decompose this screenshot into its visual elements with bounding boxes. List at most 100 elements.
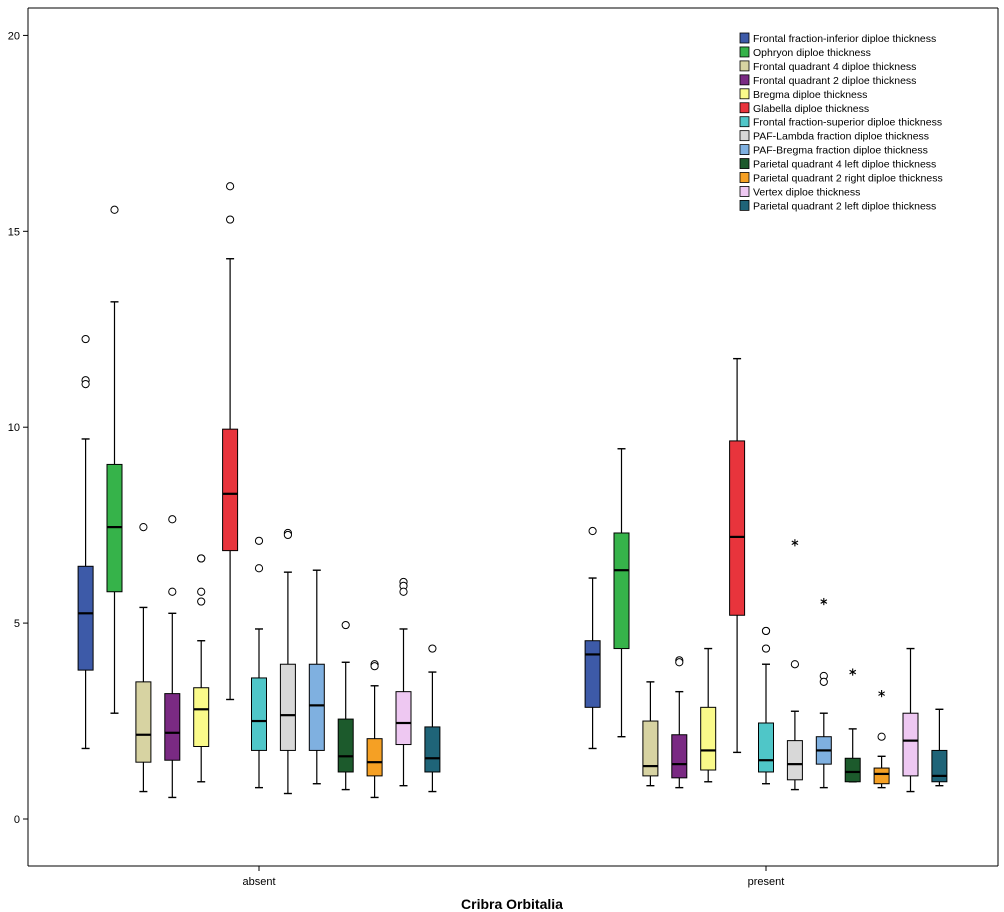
y-tick-label: 15 — [8, 226, 20, 238]
box-iqr — [135, 681, 152, 763]
legend-item: Frontal quadrant 2 diploe thickness — [739, 74, 916, 87]
legend-swatch — [739, 102, 750, 114]
legend-item: Parietal quadrant 4 left diploe thicknes… — [739, 158, 936, 171]
box-iqr — [193, 687, 210, 748]
extreme-point — [820, 597, 828, 606]
box-iqr — [642, 720, 659, 777]
legend-swatch — [739, 199, 750, 211]
legend: Frontal fraction-inferior diploe thickne… — [739, 32, 943, 212]
x-axis-title: Cribra Orbitalia — [461, 896, 563, 912]
box-group — [106, 205, 123, 714]
box-iqr — [366, 738, 383, 777]
outlier-point — [254, 564, 264, 573]
legend-label: Parietal quadrant 2 left diploe thicknes… — [753, 200, 936, 212]
legend-swatch — [739, 88, 750, 100]
legend-item: Ophryon diploe thickness — [739, 46, 871, 59]
outlier-point — [761, 644, 771, 653]
box-group — [700, 647, 717, 783]
legend-label: Frontal quadrant 2 diploe thickness — [753, 75, 916, 87]
box-group — [758, 626, 774, 785]
outlier-point — [675, 658, 684, 667]
box-iqr — [251, 677, 267, 751]
box-iqr — [164, 693, 181, 761]
box-iqr — [671, 734, 688, 779]
outlier-point — [197, 597, 206, 606]
legend-item: PAF-Bregma fraction diploe thickness — [739, 144, 928, 157]
box-group — [395, 577, 412, 787]
box-group — [584, 526, 601, 750]
box-iqr — [395, 691, 412, 746]
legend-swatch — [739, 158, 750, 169]
extreme-point — [791, 539, 799, 547]
axes — [27, 7, 999, 867]
box-group — [308, 569, 325, 785]
outlier-point — [790, 660, 800, 669]
legend-item: PAF-Lambda fraction diploe thickness — [739, 130, 929, 143]
outlier-point — [283, 530, 292, 540]
extreme-stroke — [878, 691, 885, 696]
box-series — [77, 182, 948, 799]
box-iqr — [337, 718, 354, 773]
legend-label: PAF-Bregma fraction diploe thickness — [753, 145, 928, 157]
outlier-point — [399, 587, 408, 596]
legend-label: Parietal quadrant 4 left diploe thicknes… — [753, 159, 936, 171]
outlier-point — [226, 215, 235, 224]
legend-label: Frontal fraction-superior diploe thickne… — [753, 117, 942, 129]
box-group — [902, 647, 919, 793]
legend-swatch — [739, 116, 750, 128]
outlier-point — [81, 380, 90, 389]
box-iqr — [902, 712, 919, 777]
outlier-point — [588, 526, 597, 536]
legend-swatch — [739, 60, 750, 72]
box-iqr — [308, 663, 325, 751]
box-group — [251, 536, 267, 789]
box-group — [613, 448, 630, 738]
extreme-stroke — [849, 669, 857, 675]
box-group — [815, 597, 832, 789]
legend-swatch — [739, 74, 750, 86]
box-group — [366, 660, 383, 799]
box-iqr — [613, 532, 630, 650]
box-iqr — [758, 722, 774, 773]
outlier-point — [819, 677, 828, 686]
box-iqr — [222, 428, 239, 552]
legend-item: Frontal quadrant 4 diploe thickness — [739, 60, 916, 73]
box-iqr — [584, 640, 601, 708]
box-group — [786, 539, 803, 791]
box-group — [671, 656, 688, 789]
box-group — [931, 708, 948, 787]
legend-item: Frontal fraction-superior diploe thickne… — [739, 116, 942, 129]
legend-label: Glabella diploe thickness — [753, 103, 869, 115]
box-iqr — [729, 440, 746, 616]
box-iqr — [873, 767, 890, 785]
box-group — [77, 334, 94, 750]
y-tick-label: 10 — [8, 422, 20, 434]
outlier-point — [168, 587, 177, 596]
extreme-stroke — [791, 540, 799, 546]
outlier-point — [370, 662, 379, 671]
legend-swatch — [739, 32, 750, 44]
box-group — [873, 690, 890, 789]
outlier-point — [341, 620, 350, 630]
outlier-point — [81, 334, 90, 344]
outlier-point — [254, 536, 264, 545]
box-iqr — [700, 706, 717, 771]
legend-label: Frontal quadrant 4 diploe thickness — [753, 61, 916, 73]
y-tick-label: 20 — [8, 30, 20, 42]
box-iqr — [786, 740, 803, 781]
y-tick-label: 5 — [14, 618, 20, 630]
x-category-label: absent — [242, 876, 275, 888]
box-iqr — [279, 663, 296, 751]
outlier-point — [197, 587, 206, 596]
box-group — [279, 528, 296, 795]
legend-item: Frontal fraction-inferior diploe thickne… — [739, 32, 936, 45]
box-iqr — [424, 726, 441, 773]
legend-item: Bregma diploe thickness — [739, 88, 867, 101]
legend-item: Parietal quadrant 2 left diploe thicknes… — [739, 199, 936, 212]
box-group — [135, 523, 152, 793]
legend-label: Parietal quadrant 2 right diploe thickne… — [753, 173, 943, 185]
box-iqr — [77, 565, 94, 671]
box-group — [844, 668, 861, 783]
legend-item: Vertex diploe thickness — [739, 186, 860, 198]
extreme-point — [849, 668, 857, 676]
